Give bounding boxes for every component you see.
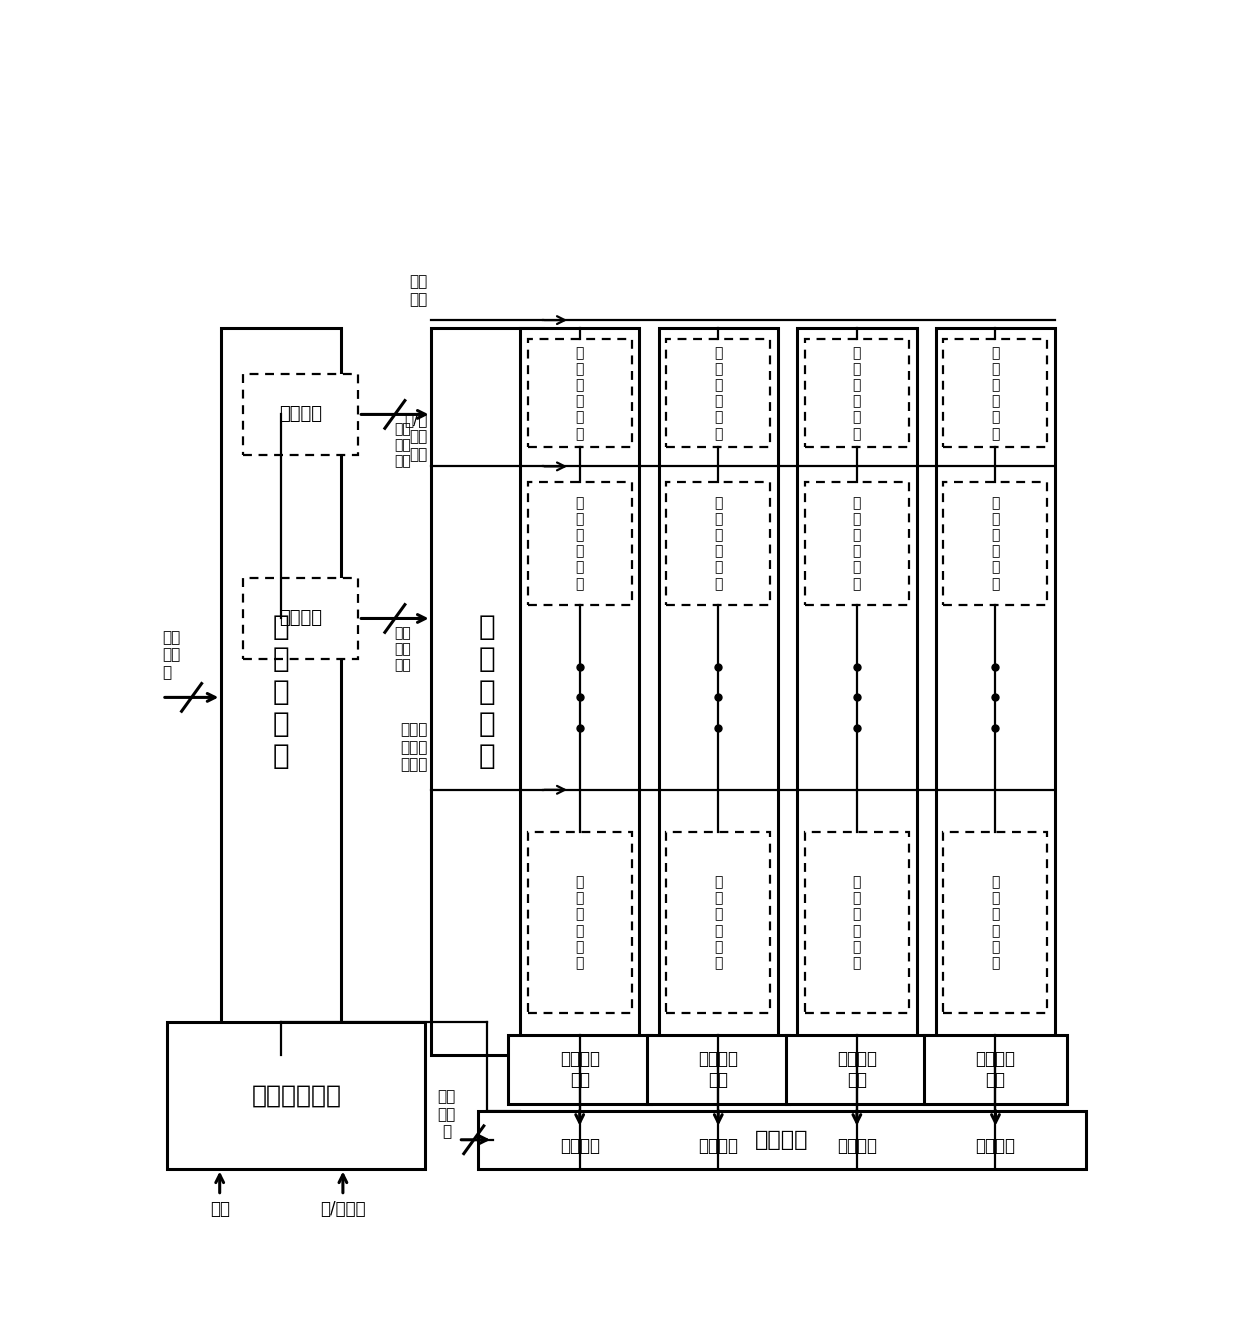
- Text: 分
级
位
线
阵
列: 分 级 位 线 阵 列: [714, 875, 723, 970]
- Text: 分
级
位
线
阵
列: 分 级 位 线 阵 列: [714, 346, 723, 441]
- Text: 灵敏放
大器使
能信号: 灵敏放 大器使 能信号: [401, 722, 428, 772]
- Bar: [528, 482, 631, 605]
- Bar: [944, 339, 1048, 447]
- Text: 二级译码: 二级译码: [279, 610, 322, 627]
- Bar: [786, 1035, 928, 1104]
- Bar: [936, 327, 1055, 1056]
- Text: 列地
址信
号: 列地 址信 号: [438, 1089, 456, 1139]
- Bar: [944, 482, 1048, 605]
- Text: 列选电路: 列选电路: [755, 1130, 808, 1150]
- Bar: [167, 1022, 425, 1168]
- Bar: [666, 482, 770, 605]
- Text: 读写辅助
电路: 读写辅助 电路: [976, 1049, 1016, 1089]
- Text: 预充
信号: 预充 信号: [409, 275, 428, 308]
- Text: 读写辅助
电路: 读写辅助 电路: [698, 1049, 738, 1089]
- Bar: [508, 1035, 651, 1104]
- Bar: [924, 1035, 1066, 1104]
- Bar: [666, 339, 770, 447]
- Bar: [647, 1035, 790, 1104]
- Text: 一级译码: 一级译码: [279, 405, 322, 424]
- Text: 数据读出: 数据读出: [837, 1138, 877, 1155]
- Bar: [528, 832, 631, 1014]
- Bar: [658, 327, 777, 1056]
- Bar: [528, 339, 631, 447]
- Text: 数据读出: 数据读出: [559, 1138, 600, 1155]
- Text: 数据读出: 数据读出: [976, 1138, 1016, 1155]
- Text: 分
级
位
线
阵
列: 分 级 位 线 阵 列: [991, 346, 999, 441]
- Bar: [520, 327, 640, 1056]
- Text: 分
级
位
线
阵
列: 分 级 位 线 阵 列: [991, 496, 999, 591]
- Text: 分
级
位
线
阵
列: 分 级 位 线 阵 列: [575, 346, 584, 441]
- Text: 全局
字线
信号: 全局 字线 信号: [394, 422, 410, 469]
- Text: 分
级
位
线
阵
列: 分 级 位 线 阵 列: [714, 496, 723, 591]
- Bar: [805, 482, 909, 605]
- Text: 时序控制电路: 时序控制电路: [252, 1084, 341, 1107]
- Text: 数据读出: 数据读出: [698, 1138, 738, 1155]
- Text: 分
级
位
线
阵
列: 分 级 位 线 阵 列: [853, 346, 861, 441]
- Text: 复
制
列
电
路: 复 制 列 电 路: [479, 612, 496, 771]
- Bar: [243, 374, 358, 455]
- Bar: [944, 832, 1048, 1014]
- Text: 行地
址信
号: 行地 址信 号: [162, 630, 180, 680]
- Text: 读/写控制: 读/写控制: [320, 1200, 366, 1217]
- Text: 分
级
位
线
阵
列: 分 级 位 线 阵 列: [575, 875, 584, 970]
- Text: 分
级
位
线
阵
列: 分 级 位 线 阵 列: [853, 875, 861, 970]
- Bar: [432, 327, 543, 1056]
- Text: 整体
字线
信号: 整体 字线 信号: [394, 626, 410, 672]
- Text: 时钟: 时钟: [210, 1200, 229, 1217]
- Bar: [805, 339, 909, 447]
- Text: 分
级
位
线
阵
列: 分 级 位 线 阵 列: [575, 496, 584, 591]
- Text: 分
级
位
线
阵
列: 分 级 位 线 阵 列: [853, 496, 861, 591]
- Bar: [243, 578, 358, 659]
- Text: 分
级
位
线
阵
列: 分 级 位 线 阵 列: [991, 875, 999, 970]
- Text: 读/写
字线
信号: 读/写 字线 信号: [404, 412, 428, 462]
- Bar: [666, 832, 770, 1014]
- Bar: [797, 327, 916, 1056]
- Text: 读写辅助
电路: 读写辅助 电路: [559, 1049, 600, 1089]
- Text: 读写辅助
电路: 读写辅助 电路: [837, 1049, 877, 1089]
- Bar: [221, 327, 341, 1056]
- Text: 行
译
码
电
路: 行 译 码 电 路: [273, 612, 289, 771]
- Bar: [805, 832, 909, 1014]
- Bar: [477, 1111, 1086, 1168]
